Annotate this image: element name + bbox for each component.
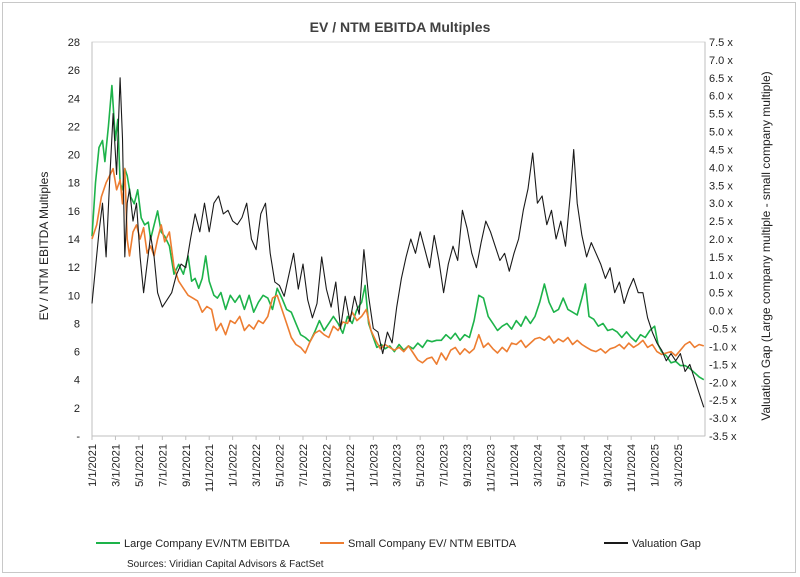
x-tick-label: 9/1/2021 <box>181 444 193 487</box>
x-tick-label: 7/1/2022 <box>298 444 310 487</box>
x-axis-ticks: 1/1/2021 3/1/2021 5/1/2021 7/1/2021 9/1/2021… <box>87 436 685 492</box>
left-tick-label: 22 <box>68 121 80 133</box>
x-tick-label: 1/1/2022 <box>228 444 240 487</box>
series-lines <box>91 77 705 408</box>
legend-label: Large Company EV/NTM EBITDA <box>124 538 290 550</box>
x-tick-label: 7/1/2024 <box>579 444 591 487</box>
right-tick-label: -0.5 x <box>709 324 737 336</box>
x-tick-label: 1/1/2021 <box>87 444 99 487</box>
sources-note: Sources: Viridian Capital Advisors & Fac… <box>127 559 324 570</box>
right-tick-label: -2.5 x <box>709 395 737 407</box>
left-tick-label: 28 <box>68 37 80 49</box>
left-tick-label: 26 <box>68 65 80 77</box>
right-tick-label: 3.5 x <box>709 180 733 192</box>
left-tick-label: 18 <box>68 178 80 190</box>
right-tick-label: -3.0 x <box>709 413 737 425</box>
left-tick-label: - <box>76 431 80 443</box>
left-tick-label: 6 <box>74 347 80 359</box>
x-tick-label: 5/1/2022 <box>275 444 287 487</box>
x-tick-label: 1/1/2023 <box>368 444 380 487</box>
right-tick-label: 2.5 x <box>709 216 733 228</box>
x-tick-label: 5/1/2024 <box>556 444 568 487</box>
right-axis-label: Valuation Gap (Large company multiple - … <box>759 71 773 420</box>
right-tick-label: -1.0 x <box>709 341 737 353</box>
right-tick-label: 0.0 x <box>709 306 733 318</box>
x-tick-label: 11/1/2022 <box>345 444 357 492</box>
left-tick-label: 12 <box>68 262 80 274</box>
x-tick-label: 9/1/2023 <box>462 444 474 487</box>
x-tick-label: 9/1/2024 <box>603 444 615 487</box>
plot-area <box>91 41 706 437</box>
left-tick-label: 16 <box>68 206 80 218</box>
x-tick-label: 11/1/2023 <box>486 444 498 492</box>
valuation-gap-line <box>91 77 705 408</box>
x-tick-label: 3/1/2024 <box>532 444 544 487</box>
x-tick-label: 1/1/2024 <box>509 444 521 487</box>
left-axis-label: EV / NTM EBITDA Multiples <box>37 172 51 321</box>
left-tick-label: 4 <box>74 375 80 387</box>
x-tick-label: 3/1/2023 <box>392 444 404 487</box>
sources-prefix: Sources <box>127 559 164 570</box>
x-tick-label: 3/1/2021 <box>110 444 122 487</box>
right-tick-label: 5.0 x <box>709 127 733 139</box>
right-tick-label: 5.5 x <box>709 109 733 121</box>
left-tick-label: 20 <box>68 150 80 162</box>
left-tick-label: 14 <box>68 234 80 246</box>
left-tick-label: 8 <box>74 318 80 330</box>
right-tick-label: -2.0 x <box>709 377 737 389</box>
x-tick-label: 3/1/2022 <box>251 444 263 487</box>
right-tick-label: 2.0 x <box>709 234 733 246</box>
right-tick-label: 0.5 x <box>709 288 733 300</box>
right-tick-label: 7.0 x <box>709 55 733 67</box>
legend-label: Small Company EV/ NTM EBITDA <box>348 538 517 550</box>
sources-text: : Viridian Capital Advisors & FactSet <box>164 559 324 570</box>
right-tick-label: 6.5 x <box>709 73 733 85</box>
x-tick-label: 1/1/2025 <box>650 444 662 487</box>
chart-title: EV / NTM EBITDA Multiples <box>310 19 491 35</box>
right-tick-label: 4.5 x <box>709 144 733 156</box>
right-tick-label: 6.0 x <box>709 91 733 103</box>
x-tick-label: 3/1/2025 <box>673 444 685 487</box>
x-tick-label: 7/1/2023 <box>439 444 451 487</box>
legend-label: Valuation Gap <box>632 538 701 550</box>
x-tick-label: 11/1/2021 <box>204 444 216 492</box>
right-tick-label: 4.0 x <box>709 162 733 174</box>
x-tick-label: 11/1/2024 <box>626 444 638 492</box>
large-company-line <box>91 84 705 381</box>
left-tick-label: 10 <box>68 290 80 302</box>
right-tick-label: -1.5 x <box>709 359 737 371</box>
x-tick-label: 5/1/2021 <box>134 444 146 487</box>
right-axis-ticks: -3.5 x -3.0 x -2.5 x -2.0 x -1.5 x -1.0 x -0.5… <box>709 37 737 443</box>
x-tick-label: 9/1/2022 <box>321 444 333 487</box>
x-tick-label: 5/1/2023 <box>415 444 427 487</box>
left-tick-label: 2 <box>74 403 80 415</box>
right-tick-label: 7.5 x <box>709 37 733 49</box>
chart-legend: Large Company EV/NTM EBITDA Small Company… <box>96 538 701 550</box>
right-tick-label: 3.0 x <box>709 198 733 210</box>
plot-border <box>91 41 706 437</box>
right-tick-label: -3.5 x <box>709 431 737 443</box>
x-tick-label: 7/1/2021 <box>157 444 169 487</box>
right-tick-label: 1.5 x <box>709 252 733 264</box>
right-tick-label: 1.0 x <box>709 270 733 282</box>
left-tick-label: 24 <box>68 93 80 105</box>
